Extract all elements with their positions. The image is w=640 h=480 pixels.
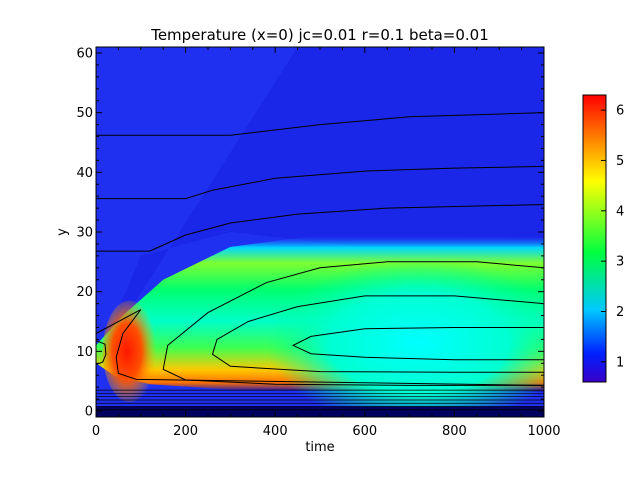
y-axis-label: y bbox=[55, 228, 70, 236]
contour-line-6 bbox=[291, 327, 544, 361]
y-tick-label-5: 50 bbox=[76, 106, 93, 121]
field-cool-core bbox=[266, 258, 544, 417]
colorbar-tick-label-5: 6 bbox=[616, 104, 624, 119]
contour-line-2 bbox=[96, 165, 544, 200]
colorbar-tick-label-4: 5 bbox=[616, 154, 624, 169]
y-tick-label-1: 10 bbox=[76, 345, 93, 360]
contour-line-1 bbox=[96, 112, 544, 136]
chart-title: Temperature (x=0) jc=0.01 r=0.1 beta=0.0… bbox=[150, 26, 489, 44]
colorbar-tick-label-3: 4 bbox=[616, 204, 624, 219]
colorbar bbox=[582, 94, 607, 383]
contour-line-3 bbox=[96, 204, 544, 252]
contour-line-7 bbox=[96, 309, 544, 386]
colorbar-tick-label-0: 1 bbox=[616, 355, 624, 370]
contour-line-5 bbox=[211, 295, 544, 373]
x-tick-label-3: 600 bbox=[352, 424, 377, 439]
x-tick-label-0: 0 bbox=[92, 424, 100, 439]
y-tick-label-0: 0 bbox=[85, 405, 93, 420]
heatmap-field bbox=[96, 47, 544, 417]
contour-line-8 bbox=[96, 340, 107, 365]
x-tick-label-5: 1000 bbox=[527, 424, 560, 439]
field-hot-spot bbox=[102, 300, 157, 403]
y-axis-ticks: 0 10 20 30 40 50 60 bbox=[76, 46, 544, 420]
contour-line-4 bbox=[162, 261, 544, 386]
x-tick-label-2: 400 bbox=[263, 424, 288, 439]
y-tick-label-4: 40 bbox=[76, 166, 93, 181]
field-bottom-strip bbox=[96, 406, 544, 417]
colorbar-ticks: 1 2 3 4 5 6 bbox=[601, 104, 624, 370]
x-axis-label: time bbox=[305, 440, 334, 455]
colorbar-tick-label-2: 3 bbox=[616, 255, 624, 270]
colorbar-tick-label-1: 2 bbox=[616, 305, 624, 320]
y-tick-label-6: 60 bbox=[76, 46, 93, 61]
x-tick-label-4: 800 bbox=[442, 424, 467, 439]
x-tick-label-1: 200 bbox=[173, 424, 198, 439]
x-axis-ticks: 0 200 400 600 800 1000 bbox=[92, 47, 561, 439]
y-tick-label-3: 30 bbox=[76, 226, 93, 241]
field-wake-wedge bbox=[96, 47, 544, 364]
contour-lines bbox=[96, 112, 544, 411]
y-tick-label-2: 20 bbox=[76, 285, 93, 300]
